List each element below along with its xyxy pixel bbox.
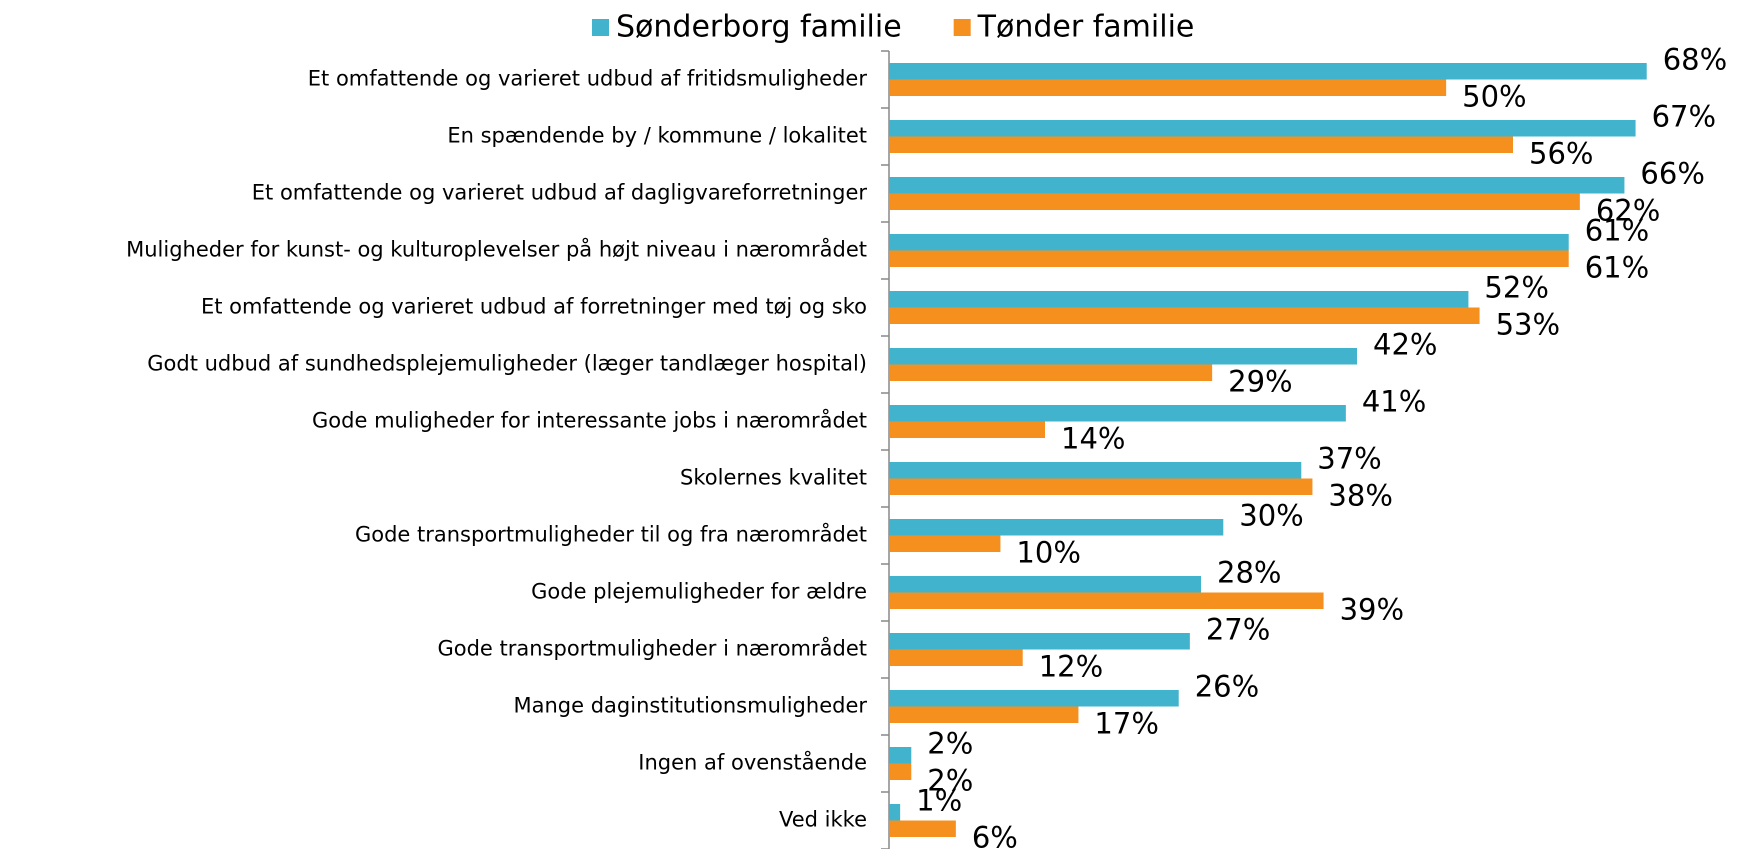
bar <box>889 747 912 764</box>
category-label: Ved ikke <box>779 808 867 832</box>
bar <box>889 633 1190 650</box>
legend-swatch <box>592 19 609 36</box>
value-label: 17% <box>1094 707 1158 741</box>
bar <box>889 348 1357 365</box>
category-label: Godt udbud af sundhedsplejemuligheder (l… <box>147 352 867 376</box>
value-label: 50% <box>1462 80 1526 114</box>
value-label: 14% <box>1061 422 1125 456</box>
bar <box>889 478 1313 495</box>
bar <box>889 120 1636 137</box>
value-label: 61% <box>1585 214 1649 248</box>
value-label: 30% <box>1239 499 1303 533</box>
bar <box>889 763 912 780</box>
bar <box>889 79 1447 96</box>
category-label: Gode muligheder for interessante jobs i … <box>312 408 867 433</box>
value-label: 10% <box>1016 536 1080 570</box>
category-label: Et omfattende og varieret udbud af friti… <box>308 67 868 91</box>
bar <box>889 421 1045 438</box>
category-label: Et omfattende og varieret udbud af dagli… <box>252 181 868 205</box>
value-label: 29% <box>1228 365 1292 399</box>
bar <box>889 804 901 821</box>
value-label: 67% <box>1652 100 1716 134</box>
value-label: 12% <box>1039 650 1103 684</box>
category-label: Ingen af ovenstående <box>638 750 867 775</box>
value-label: 53% <box>1496 308 1560 342</box>
category-label: Muligheder for kunst- og kulturoplevelse… <box>126 237 867 262</box>
bar <box>889 250 1569 267</box>
category-label: Gode transportmuligheder i nærområdet <box>437 636 867 661</box>
bar <box>889 820 956 837</box>
value-label: 38% <box>1328 479 1392 513</box>
value-label: 52% <box>1484 271 1548 305</box>
bar <box>889 519 1224 536</box>
bar <box>889 364 1213 381</box>
value-label: 41% <box>1362 385 1426 419</box>
bar <box>889 405 1346 422</box>
bar <box>889 291 1469 308</box>
value-label: 28% <box>1217 556 1281 590</box>
bar <box>889 63 1647 80</box>
bar <box>889 177 1625 194</box>
category-label: Mange daginstitutionsmuligheder <box>514 694 868 718</box>
legend-swatch <box>953 19 971 36</box>
bar <box>889 690 1179 707</box>
bar <box>889 535 1001 552</box>
category-label: Gode transportmuligheder til og fra næro… <box>355 522 867 547</box>
value-label: 26% <box>1195 670 1259 704</box>
value-label: 62% <box>1596 194 1660 228</box>
category-label: En spændende by / kommune / lokalitet <box>447 124 867 148</box>
bar <box>889 136 1513 153</box>
bar <box>889 193 1580 210</box>
value-label: 68% <box>1663 43 1727 77</box>
value-label: 66% <box>1640 157 1704 191</box>
bar <box>889 649 1023 666</box>
legend-label: Tønder familie <box>977 10 1195 45</box>
value-label: 2% <box>927 764 973 798</box>
value-label: 6% <box>972 821 1018 849</box>
bar <box>889 576 1201 593</box>
value-label: 61% <box>1585 251 1649 285</box>
value-label: 1% <box>916 784 962 818</box>
category-label: Et omfattende og varieret udbud af forre… <box>201 295 867 319</box>
bar <box>889 592 1324 609</box>
bar <box>889 462 1302 479</box>
legend-label: Sønderborg familie <box>616 10 902 45</box>
value-label: 37% <box>1317 442 1381 476</box>
bar <box>889 234 1569 251</box>
value-label: 2% <box>927 727 973 761</box>
bar <box>889 307 1480 324</box>
category-label: Skolernes kvalitet <box>680 466 867 490</box>
value-label: 56% <box>1529 137 1593 171</box>
category-label: Gode plejemuligheder for ældre <box>531 580 867 604</box>
value-label: 27% <box>1206 613 1270 647</box>
value-label: 42% <box>1373 328 1437 362</box>
bar <box>889 706 1079 723</box>
value-label: 39% <box>1340 593 1404 627</box>
